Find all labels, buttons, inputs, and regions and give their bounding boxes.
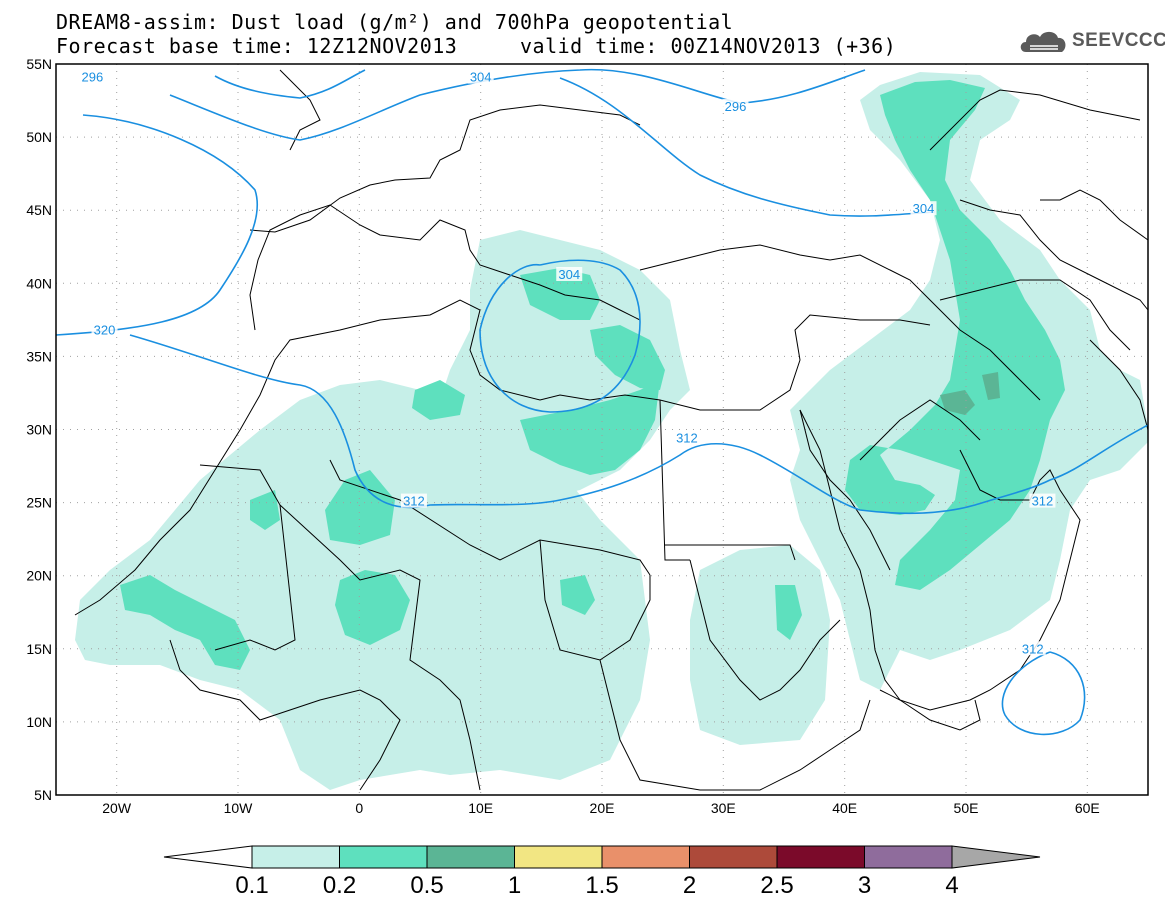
contour-label-bg xyxy=(556,266,583,281)
colorbar-label: 1 xyxy=(508,872,521,899)
latitude-labels: 55N 50N 45N 40N 35N 30N 25N 20N 15N 10N 5N xyxy=(26,56,52,803)
contour-label: 320 xyxy=(94,323,116,338)
colorbar-swatch xyxy=(339,845,428,869)
seevccc-logo: SEEVCCC xyxy=(1018,26,1165,56)
latitude-label: 40N xyxy=(26,275,52,291)
colorbar-swatch xyxy=(601,845,690,869)
colorbar-swatch xyxy=(776,845,865,869)
longitude-label: 30E xyxy=(711,800,736,816)
longitude-labels: 20W 10W 0 10E 20E 30E 40E 50E 60E xyxy=(102,800,1100,816)
contour-label-bg xyxy=(467,69,494,84)
contour-label-bg xyxy=(79,69,106,84)
title-line-2: Forecast base time: 12Z12NOV2013 valid t… xyxy=(56,34,897,58)
dust-field-dark xyxy=(940,372,1000,415)
contour-label-bg xyxy=(400,493,427,508)
latitude-label: 50N xyxy=(26,129,52,145)
colorbar-swatch xyxy=(689,845,778,869)
cloud-icon xyxy=(1020,31,1066,52)
plot-frame xyxy=(55,63,1149,796)
latitude-label: 15N xyxy=(26,641,52,657)
contour-label: 312 xyxy=(676,431,698,446)
longitude-label: 10W xyxy=(224,800,254,816)
contour-label-bg xyxy=(1019,641,1046,656)
contour-label-bg xyxy=(722,98,749,113)
contour-labels: 296 304 296 304 304 320 312 312 312 312 xyxy=(79,69,1056,656)
latitude-label: 20N xyxy=(26,568,52,584)
colorbar-swatch xyxy=(426,845,515,869)
colorbar-left-arrow xyxy=(163,845,253,869)
colorbar-label: 0.1 xyxy=(235,872,268,899)
geopotential-contours xyxy=(56,68,1148,736)
colorbar-swatch xyxy=(864,845,953,869)
latitude-label: 30N xyxy=(26,422,52,438)
longitude-label: 10E xyxy=(468,800,493,816)
colorbar-label: 3 xyxy=(858,872,871,899)
latitude-label: 45N xyxy=(26,202,52,218)
colorbar-label: 4 xyxy=(945,872,958,899)
dust-field-medium xyxy=(120,80,1065,670)
colorbar-label: 0.2 xyxy=(323,872,356,899)
colorbar-label: 2.5 xyxy=(760,872,793,899)
colorbar-swatch xyxy=(251,845,340,869)
contour-label: 312 xyxy=(1022,641,1044,656)
longitude-label: 20E xyxy=(590,800,615,816)
colorbar-label: 0.5 xyxy=(410,872,443,899)
graticule xyxy=(56,64,1148,795)
colorbar-swatch xyxy=(514,845,603,869)
title-line-1: DREAM8-assim: Dust load (g/m²) and 700hP… xyxy=(56,10,734,34)
contour-label: 296 xyxy=(725,99,747,114)
contour-label: 296 xyxy=(82,70,104,85)
contour-label: 312 xyxy=(1032,494,1054,509)
latitude-label: 55N xyxy=(26,56,52,72)
latitude-label: 35N xyxy=(26,348,52,364)
longitude-label: 20W xyxy=(102,800,132,816)
colorbar-right-arrow xyxy=(951,845,1041,869)
contour-label-bg xyxy=(673,430,700,445)
longitude-label: 40E xyxy=(832,800,857,816)
latitude-label: 10N xyxy=(26,714,52,730)
longitude-label: 50E xyxy=(954,800,979,816)
colorbar-label: 1.5 xyxy=(585,872,618,899)
contour-label: 304 xyxy=(558,267,580,282)
contour-label: 304 xyxy=(470,70,492,85)
colorbar: 0.1 0.2 0.5 1 1.5 2 2.5 3 4 xyxy=(163,845,1041,899)
contour-label: 304 xyxy=(913,201,935,216)
longitude-label: 60E xyxy=(1075,800,1100,816)
longitude-label: 0 xyxy=(355,800,363,816)
contour-label-bg xyxy=(1029,493,1056,508)
contour-label-bg xyxy=(91,322,118,337)
latitude-label: 5N xyxy=(34,787,52,803)
contour-label: 312 xyxy=(403,494,425,509)
logo-text: SEEVCCC xyxy=(1072,30,1165,51)
latitude-label: 25N xyxy=(26,495,52,511)
contour-label-bg xyxy=(910,201,937,216)
colorbar-label: 2 xyxy=(683,872,696,899)
